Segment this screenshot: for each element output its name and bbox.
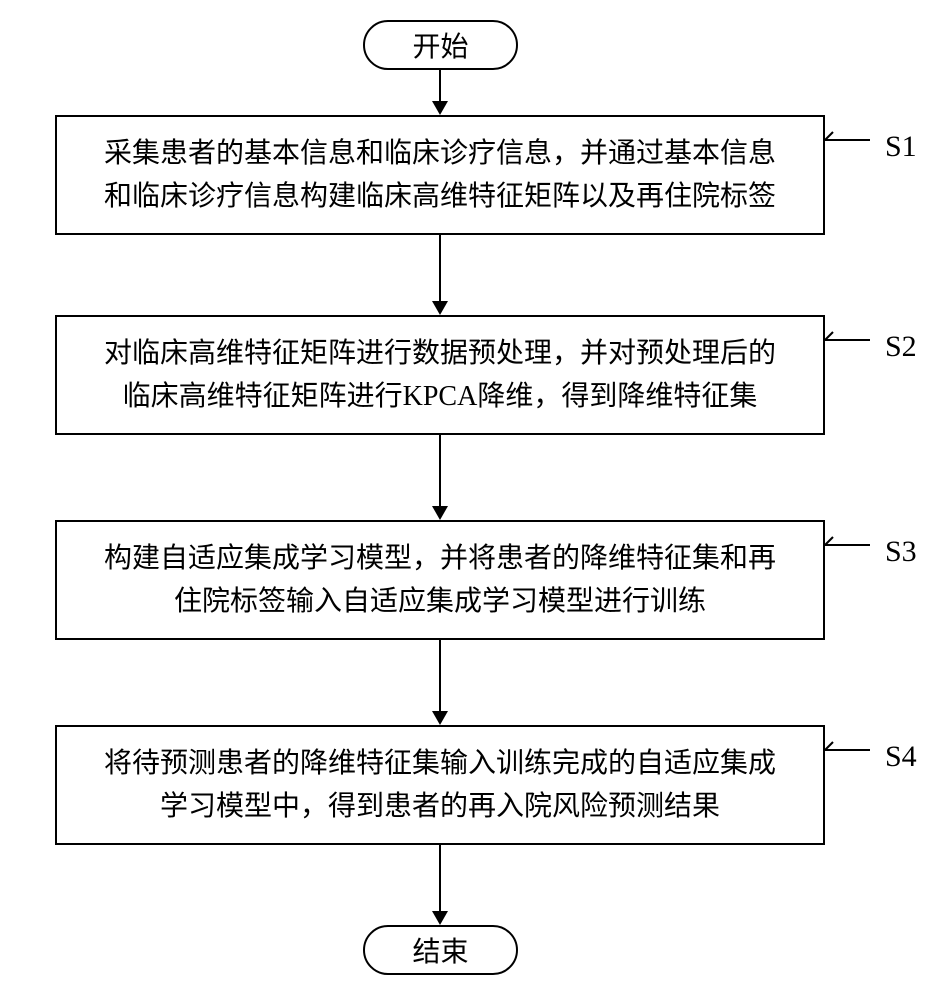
step-label-s2: S2 — [885, 330, 917, 364]
terminator-start: 开始 — [363, 20, 518, 70]
process-step-line: 对临床高维特征矩阵进行数据预处理，并对预处理后的 — [104, 332, 776, 375]
process-step-line: 将待预测患者的降维特征集输入训练完成的自适应集成 — [104, 742, 776, 785]
process-step-line: 采集患者的基本信息和临床诊疗信息，并通过基本信息 — [104, 132, 776, 175]
step-label-s3: S3 — [885, 535, 917, 569]
process-step-line: 和临床诊疗信息构建临床高维特征矩阵以及再住院标签 — [104, 175, 776, 218]
terminator-end-text: 结束 — [412, 930, 468, 970]
process-step-s3: 构建自适应集成学习模型，并将患者的降维特征集和再住院标签输入自适应集成学习模型进… — [55, 520, 825, 640]
terminator-end: 结束 — [363, 925, 518, 975]
process-step-line: 构建自适应集成学习模型，并将患者的降维特征集和再 — [104, 537, 776, 580]
process-step-s2: 对临床高维特征矩阵进行数据预处理，并对预处理后的临床高维特征矩阵进行KPCA降维… — [55, 315, 825, 435]
process-step-line: 临床高维特征矩阵进行KPCA降维，得到降维特征集 — [104, 375, 776, 418]
process-step-line: 学习模型中，得到患者的再入院风险预测结果 — [104, 785, 776, 828]
process-step-text: 对临床高维特征矩阵进行数据预处理，并对预处理后的临床高维特征矩阵进行KPCA降维… — [104, 332, 776, 419]
step-label-s1: S1 — [885, 130, 917, 164]
process-step-line: 住院标签输入自适应集成学习模型进行训练 — [104, 580, 776, 623]
process-step-text: 构建自适应集成学习模型，并将患者的降维特征集和再住院标签输入自适应集成学习模型进… — [104, 537, 776, 624]
process-step-s4: 将待预测患者的降维特征集输入训练完成的自适应集成学习模型中，得到患者的再入院风险… — [55, 725, 825, 845]
flowchart-canvas: 开始 结束 采集患者的基本信息和临床诊疗信息，并通过基本信息和临床诊疗信息构建临… — [0, 0, 948, 1000]
process-step-s1: 采集患者的基本信息和临床诊疗信息，并通过基本信息和临床诊疗信息构建临床高维特征矩… — [55, 115, 825, 235]
step-label-s4: S4 — [885, 740, 917, 774]
terminator-start-text: 开始 — [412, 25, 468, 65]
process-step-text: 采集患者的基本信息和临床诊疗信息，并通过基本信息和临床诊疗信息构建临床高维特征矩… — [104, 132, 776, 219]
process-step-text: 将待预测患者的降维特征集输入训练完成的自适应集成学习模型中，得到患者的再入院风险… — [104, 742, 776, 829]
